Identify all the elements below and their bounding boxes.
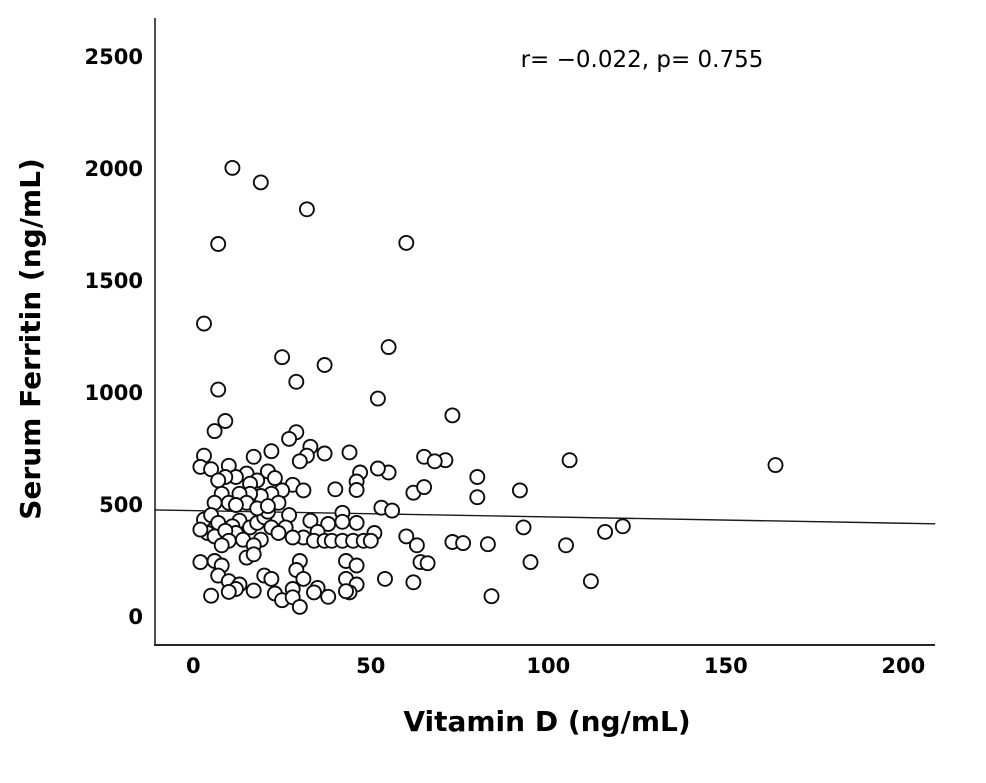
scatter-point: [558, 537, 574, 554]
scatter-point: [320, 588, 337, 605]
y-tick-label: 2500: [85, 45, 143, 69]
scatter-point: [469, 469, 486, 485]
x-tick-label: 200: [881, 654, 925, 678]
scatter-point: [479, 536, 496, 553]
scatter-point: [398, 528, 415, 545]
scatter-point: [348, 482, 365, 498]
scatter-point: [284, 529, 301, 546]
scatter-point: [245, 582, 262, 599]
correlation-annotation: r= −0.022, p= 0.755: [521, 47, 764, 73]
scatter-point: [316, 357, 333, 373]
scatter-point: [210, 381, 227, 398]
scatter-point: [455, 535, 472, 552]
scatter-point: [483, 588, 500, 605]
y-tick-label: 500: [99, 493, 143, 517]
scatter-point: [334, 513, 351, 530]
scatter-point: [245, 546, 262, 563]
scatter-point: [522, 554, 539, 571]
x-tick-labels: 0 50 100 150 200: [186, 654, 925, 678]
x-tick-label: 0: [186, 654, 201, 678]
scatter-point: [444, 407, 461, 424]
scatter-point: [266, 470, 283, 487]
scatter-point: [192, 521, 209, 538]
scatter-point: [377, 570, 393, 587]
scatter-point: [196, 315, 212, 332]
x-tick-label: 100: [526, 654, 570, 678]
scatter-point: [210, 472, 227, 489]
y-tick-label: 1000: [85, 381, 143, 405]
scatter-point: [295, 482, 312, 499]
scatter-point: [295, 570, 312, 587]
scatter-point: [210, 236, 227, 252]
scatter-point: [338, 583, 354, 600]
scatter-point: [203, 461, 220, 478]
scatter-point: [426, 453, 443, 470]
scatter-point: [192, 554, 209, 571]
scatter-point: [245, 448, 262, 465]
scatter-point: [380, 339, 397, 356]
scatter-point: [416, 479, 433, 496]
scatter-point: [213, 537, 230, 554]
scatter-point: [227, 497, 244, 513]
scatter-point: [419, 555, 436, 572]
scatter-point: [298, 201, 315, 218]
scatter-point: [348, 514, 365, 531]
scatter-point: [582, 573, 599, 590]
scatter-point: [206, 423, 223, 440]
scatter-point: [302, 512, 319, 529]
scatter-point: [327, 481, 344, 498]
scatter-point: [316, 445, 333, 462]
scatter-point: [259, 498, 276, 515]
y-tick-label: 0: [128, 605, 143, 629]
y-tick-labels: 0 500 1000 1500 2000 2500: [85, 45, 143, 629]
scatter-point: [203, 587, 220, 604]
scatter-point: [263, 443, 280, 460]
scatter-point: [217, 413, 234, 429]
scatter-point: [597, 523, 614, 540]
y-tick-label: 1500: [85, 269, 143, 293]
scatter-point: [291, 598, 308, 615]
scatter-point: [252, 174, 269, 191]
scatter-point: [398, 234, 415, 251]
y-axis-title: Serum Ferritin (ng/mL): [14, 158, 47, 520]
x-tick-label: 150: [704, 654, 748, 678]
scatter-point: [341, 444, 358, 461]
scatter-point: [220, 583, 237, 600]
scatter-point: [405, 574, 422, 591]
scatter-point: [369, 460, 386, 477]
scatter-point: [288, 373, 305, 390]
scatter-point: [384, 502, 401, 519]
x-axis-title: Vitamin D (ng/mL): [403, 705, 690, 738]
scatter-points-layer: [192, 159, 784, 615]
scatter-point: [270, 525, 287, 541]
x-tick-label: 50: [356, 654, 385, 678]
scatter-point: [614, 518, 631, 535]
scatter-point: [515, 519, 532, 536]
scatter-point: [281, 430, 298, 447]
scatter-point: [362, 532, 379, 549]
scatter-point: [348, 557, 365, 574]
y-tick-label: 2000: [85, 157, 143, 181]
scatter-point: [274, 349, 291, 366]
scatter-point: [224, 159, 241, 176]
scatter-point: [511, 482, 528, 499]
scatter-point: [369, 390, 386, 407]
scatter-point: [408, 537, 425, 554]
scatter-point: [561, 452, 578, 469]
scatter-point: [263, 570, 280, 587]
scatter-point: [767, 457, 784, 474]
scatter-point: [291, 453, 308, 470]
scatter-point: [469, 489, 486, 506]
scatter-point: [306, 584, 322, 601]
